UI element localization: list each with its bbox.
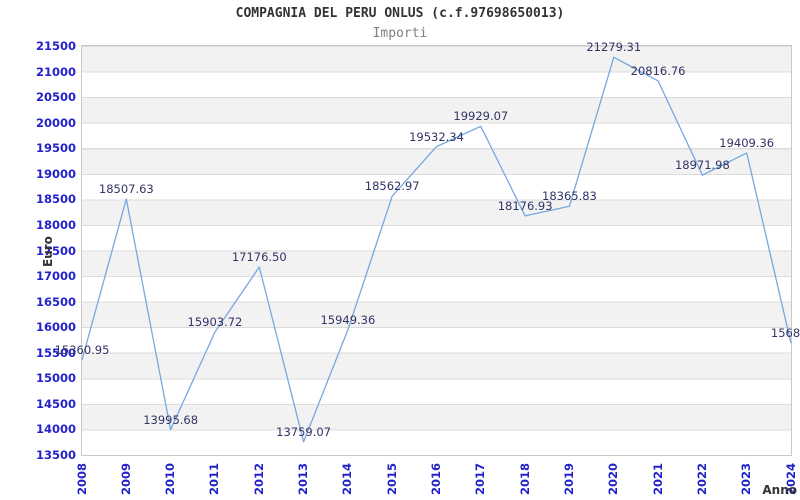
y-tick-label: 20000	[35, 115, 76, 130]
chart-title: COMPAGNIA DEL PERU ONLUS (c.f.9769865001…	[235, 6, 565, 21]
x-tick-label: 2011	[207, 462, 222, 495]
data-point-label: 20816.76	[630, 63, 686, 78]
data-point-label: 18176.93	[497, 198, 553, 213]
data-point-label: 15903.72	[187, 315, 243, 330]
x-tick-label: 2017	[473, 462, 488, 495]
data-point-label: 18971.98	[674, 158, 730, 173]
y-tick-label: 17500	[35, 243, 76, 258]
y-tick-label: 17000	[35, 269, 76, 284]
data-point-label: 15360.95	[54, 342, 110, 357]
x-tick-label: 2020	[606, 462, 621, 495]
x-tick-label: 2019	[561, 462, 576, 495]
y-tick-label: 15500	[35, 345, 76, 360]
x-tick-label: 2023	[739, 462, 754, 495]
y-tick-label: 16000	[35, 320, 76, 335]
y-tick-label: 15000	[35, 371, 76, 386]
importi-line	[81, 56, 792, 443]
line-series-svg	[81, 56, 792, 443]
data-point-label: 19409.36	[719, 135, 775, 150]
data-point-label: 15949.36	[320, 312, 376, 327]
data-point-label: 13759.07	[276, 424, 331, 439]
y-tick-label: 18500	[35, 192, 76, 207]
data-point-label: 13995.68	[143, 412, 199, 427]
y-tick-label: 14000	[35, 422, 76, 437]
x-tick-label: 2010	[163, 462, 178, 495]
y-tick-label: 19000	[35, 166, 76, 181]
x-tick-label: 2008	[74, 462, 89, 495]
x-tick-label: 2014	[340, 462, 355, 495]
y-tick-label: 21500	[35, 39, 76, 53]
data-point-label: 19532.34	[409, 129, 464, 144]
y-tick-label: 18000	[35, 217, 76, 232]
plot-area	[81, 45, 792, 456]
data-point-label: 18562.97	[364, 179, 420, 194]
x-tick-label: 2022	[694, 462, 709, 495]
x-tick-label: 2009	[118, 462, 133, 495]
data-point-label: 17176.50	[231, 250, 287, 265]
x-tick-label: 2021	[650, 462, 665, 495]
x-axis-title: Anno	[762, 483, 797, 497]
data-point-label: 18507.63	[98, 181, 154, 196]
data-point-label: 21279.31	[586, 40, 642, 55]
x-tick-label: 2018	[517, 462, 532, 495]
y-tick-label: 16500	[35, 294, 76, 309]
x-tick-label: 2013	[296, 462, 311, 495]
y-tick-label: 13500	[35, 448, 76, 462]
data-point-label: 18365.83	[542, 189, 597, 204]
x-tick-label: 2012	[251, 462, 266, 495]
y-tick-label: 20500	[35, 90, 76, 105]
x-tick-label: 2016	[429, 462, 443, 495]
x-tick-label: 2015	[384, 462, 399, 495]
y-axis-title: Euro	[41, 236, 55, 267]
data-point-label: 19929.07	[453, 109, 509, 124]
y-tick-label: 14500	[35, 396, 76, 411]
y-tick-label: 19500	[35, 141, 76, 156]
data-point-label: 15687.	[770, 326, 800, 341]
chart-subtitle: Importi	[372, 26, 428, 41]
y-tick-label: 21000	[35, 64, 76, 79]
